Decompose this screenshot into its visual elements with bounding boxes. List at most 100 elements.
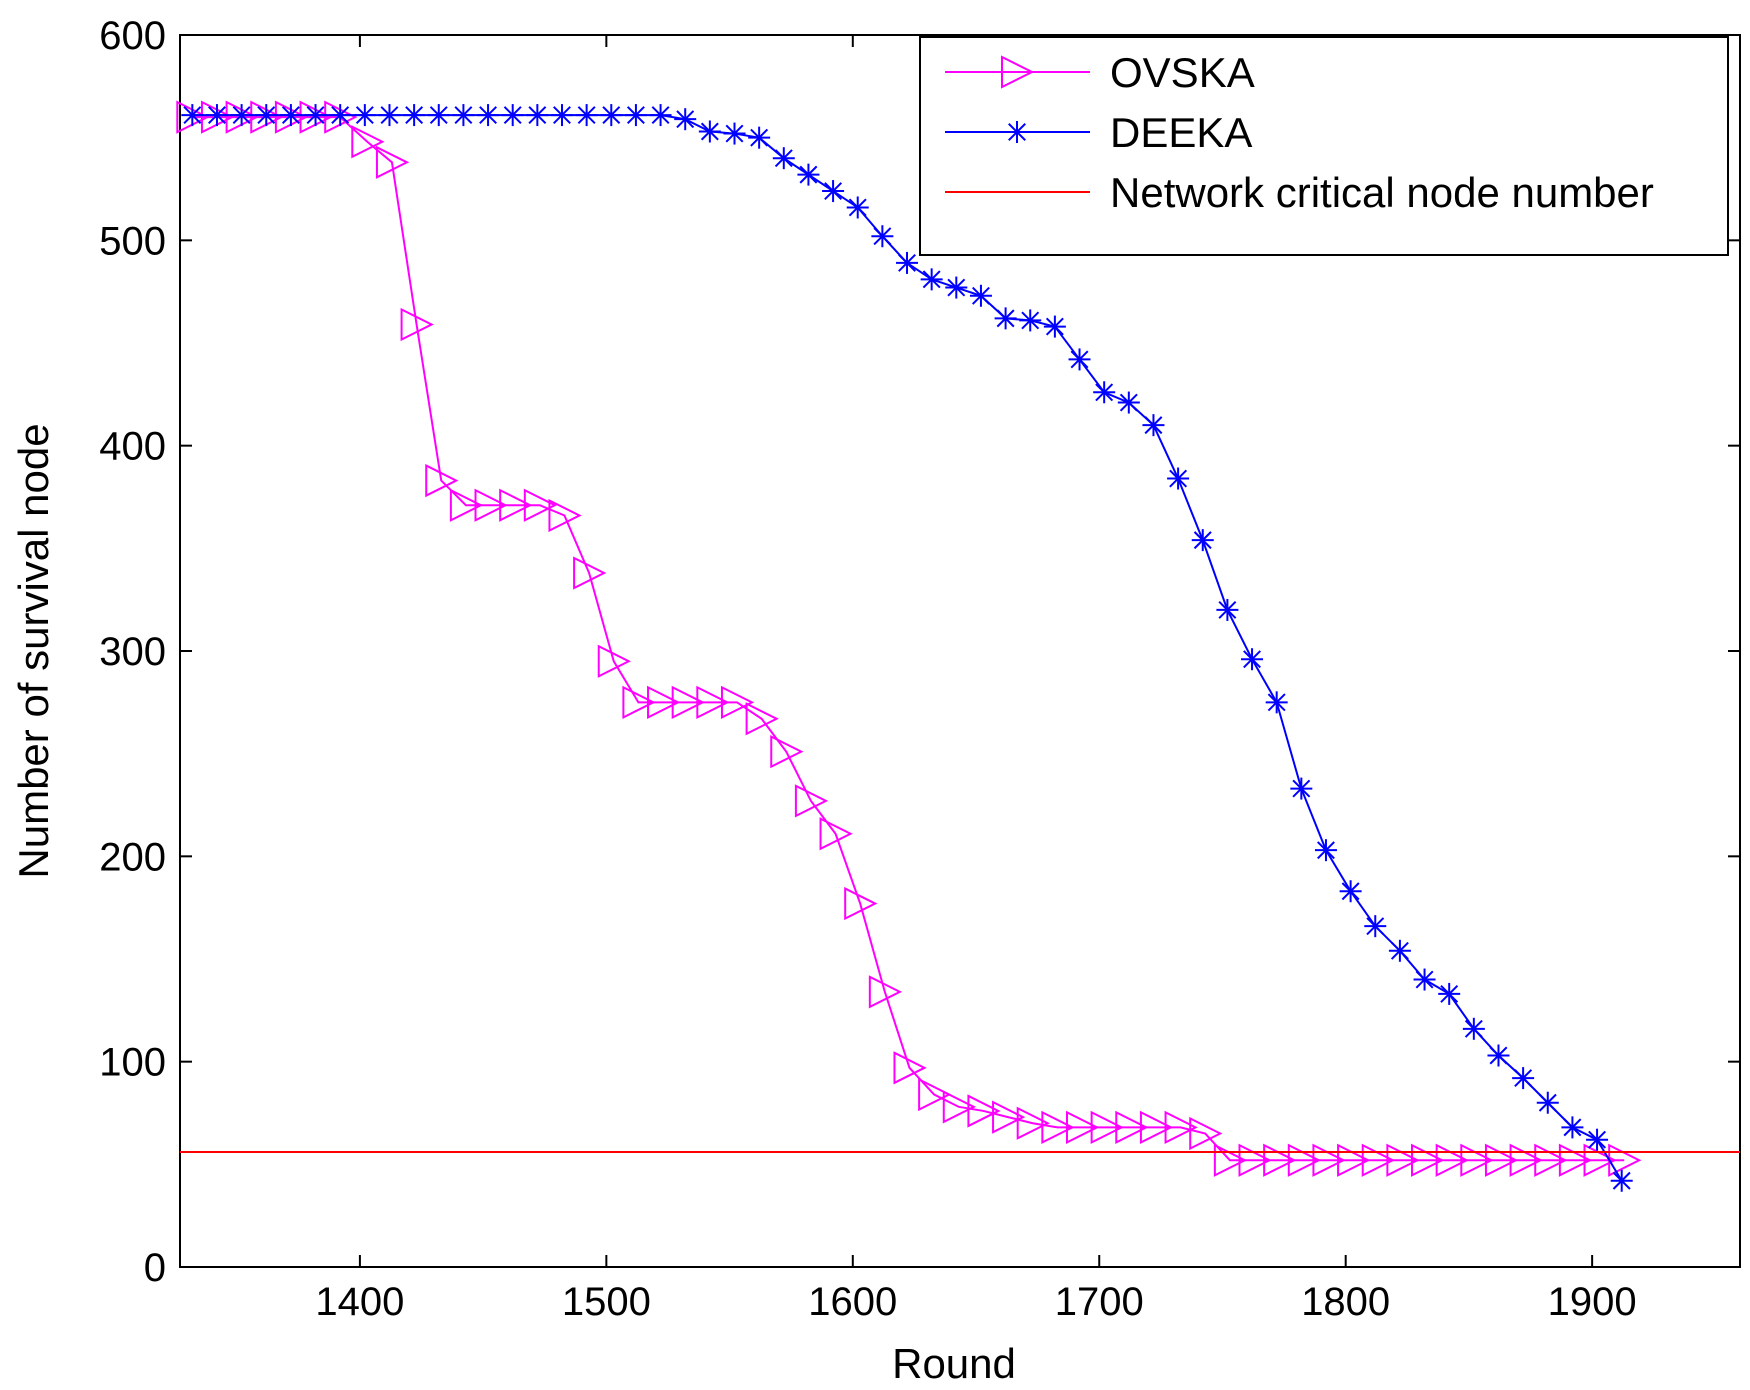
data-point-triangle (1164, 1110, 1198, 1144)
data-point-asterisk (1019, 309, 1042, 332)
data-point-asterisk (624, 104, 647, 127)
data-point-asterisk (1093, 381, 1116, 404)
data-point-asterisk (526, 104, 549, 127)
data-point-triangle (1016, 1106, 1050, 1140)
y-axis-label: Number of survival node (10, 423, 57, 878)
data-point-triangle (967, 1094, 1001, 1128)
data-point-asterisk (427, 104, 450, 127)
x-axis-label: Round (892, 1340, 1016, 1387)
axis-ticks: 1400 1500 1600 1700 1800 1900 0 100 200 300 400 500… (99, 14, 1740, 1324)
data-point-asterisk (1438, 982, 1461, 1005)
data-point-asterisk (1043, 315, 1066, 338)
legend-entry: DEEKA (945, 109, 1252, 156)
data-point-asterisk (1006, 121, 1028, 143)
data-point-triangle (992, 1100, 1026, 1134)
data-point-triangle (1065, 1110, 1100, 1144)
y-tick-label: 600 (99, 14, 166, 58)
y-tick-label: 200 (99, 835, 166, 879)
legend-entry: Network critical node number (945, 169, 1654, 216)
data-point-asterisk (1314, 839, 1337, 862)
data-point-asterisk (353, 104, 376, 127)
data-point-triangle (819, 817, 853, 851)
data-point-triangle (375, 145, 410, 179)
data-point-asterisk (403, 104, 426, 127)
data-point-triangle (647, 685, 681, 719)
data-point-triangle (1189, 1116, 1223, 1151)
data-point-triangle (1090, 1110, 1124, 1144)
data-point-triangle (942, 1090, 977, 1124)
legend-label: OVSKA (1110, 49, 1255, 96)
data-point-asterisk (255, 104, 278, 127)
data-point-asterisk (846, 196, 869, 219)
data-point-asterisk (181, 104, 204, 127)
data-point-triangle (696, 685, 730, 719)
data-point-triangle (1115, 1110, 1149, 1144)
y-tick-label: 400 (99, 425, 166, 469)
data-point-asterisk (477, 104, 500, 127)
data-point-asterisk (1339, 880, 1362, 903)
data-point-asterisk (1364, 915, 1387, 938)
data-point-asterisk (600, 104, 623, 127)
data-point-triangle (770, 734, 804, 769)
y-tick-label: 300 (99, 630, 166, 674)
data-point-asterisk (230, 104, 253, 127)
data-point-triangle (425, 463, 459, 498)
data-point-asterisk (279, 104, 302, 127)
data-point-asterisk (1586, 1128, 1609, 1151)
data-point-asterisk (649, 104, 672, 127)
data-point-triangle (474, 488, 508, 522)
data-point-asterisk (674, 108, 697, 131)
data-point-triangle (868, 975, 903, 1009)
data-point-asterisk (550, 104, 573, 127)
series-line (192, 116, 1625, 1162)
data-point-triangle (400, 307, 434, 342)
data-point-triangle (844, 886, 878, 921)
data-point-asterisk (1561, 1116, 1584, 1139)
data-point-asterisk (1290, 777, 1313, 800)
data-point-asterisk (920, 268, 943, 291)
data-point-asterisk (822, 180, 845, 203)
data-point-asterisk (896, 251, 919, 274)
y-tick-label: 100 (99, 1041, 166, 1085)
data-point-asterisk (945, 276, 968, 299)
data-point-triangle (449, 488, 484, 522)
legend: OVSKA DEEKA Network critical node number (919, 36, 1729, 256)
data-point-asterisk (1142, 414, 1165, 437)
data-point-asterisk (698, 120, 721, 143)
data-point-asterisk (994, 307, 1017, 330)
data-point-asterisk (797, 163, 820, 186)
data-point-asterisk (1610, 1169, 1633, 1192)
x-tick-label: 1400 (315, 1280, 404, 1324)
data-point-asterisk (1487, 1044, 1510, 1067)
data-point-asterisk (1388, 939, 1411, 962)
data-point-asterisk (205, 104, 228, 127)
x-tick-label: 1500 (562, 1280, 651, 1324)
data-point-triangle (794, 784, 829, 818)
series-layer (176, 100, 1740, 1192)
data-point-asterisk (1265, 691, 1288, 714)
data-point-asterisk (501, 104, 524, 127)
data-point-asterisk (1512, 1067, 1535, 1090)
data-point-triangle (720, 685, 755, 719)
data-point-asterisk (304, 104, 327, 127)
data-point-asterisk (748, 126, 771, 149)
data-point-triangle (622, 685, 656, 719)
data-point-asterisk (1068, 348, 1091, 371)
data-point-asterisk (772, 147, 795, 170)
data-point-triangle (499, 488, 533, 522)
data-point-asterisk (969, 284, 992, 307)
data-point-triangle (671, 685, 705, 719)
legend-box (919, 36, 1729, 256)
x-tick-label: 1900 (1548, 1280, 1637, 1324)
data-point-triangle (351, 125, 385, 159)
data-point-asterisk (871, 225, 894, 248)
data-point-asterisk (723, 122, 746, 145)
x-tick-label: 1700 (1055, 1280, 1144, 1324)
data-point-asterisk (1536, 1091, 1559, 1114)
data-point-triangle (1001, 55, 1035, 89)
series-deeka (181, 104, 1633, 1192)
x-tick-label: 1600 (808, 1280, 897, 1324)
data-point-triangle (1139, 1110, 1174, 1144)
data-point-asterisk (1462, 1017, 1485, 1040)
